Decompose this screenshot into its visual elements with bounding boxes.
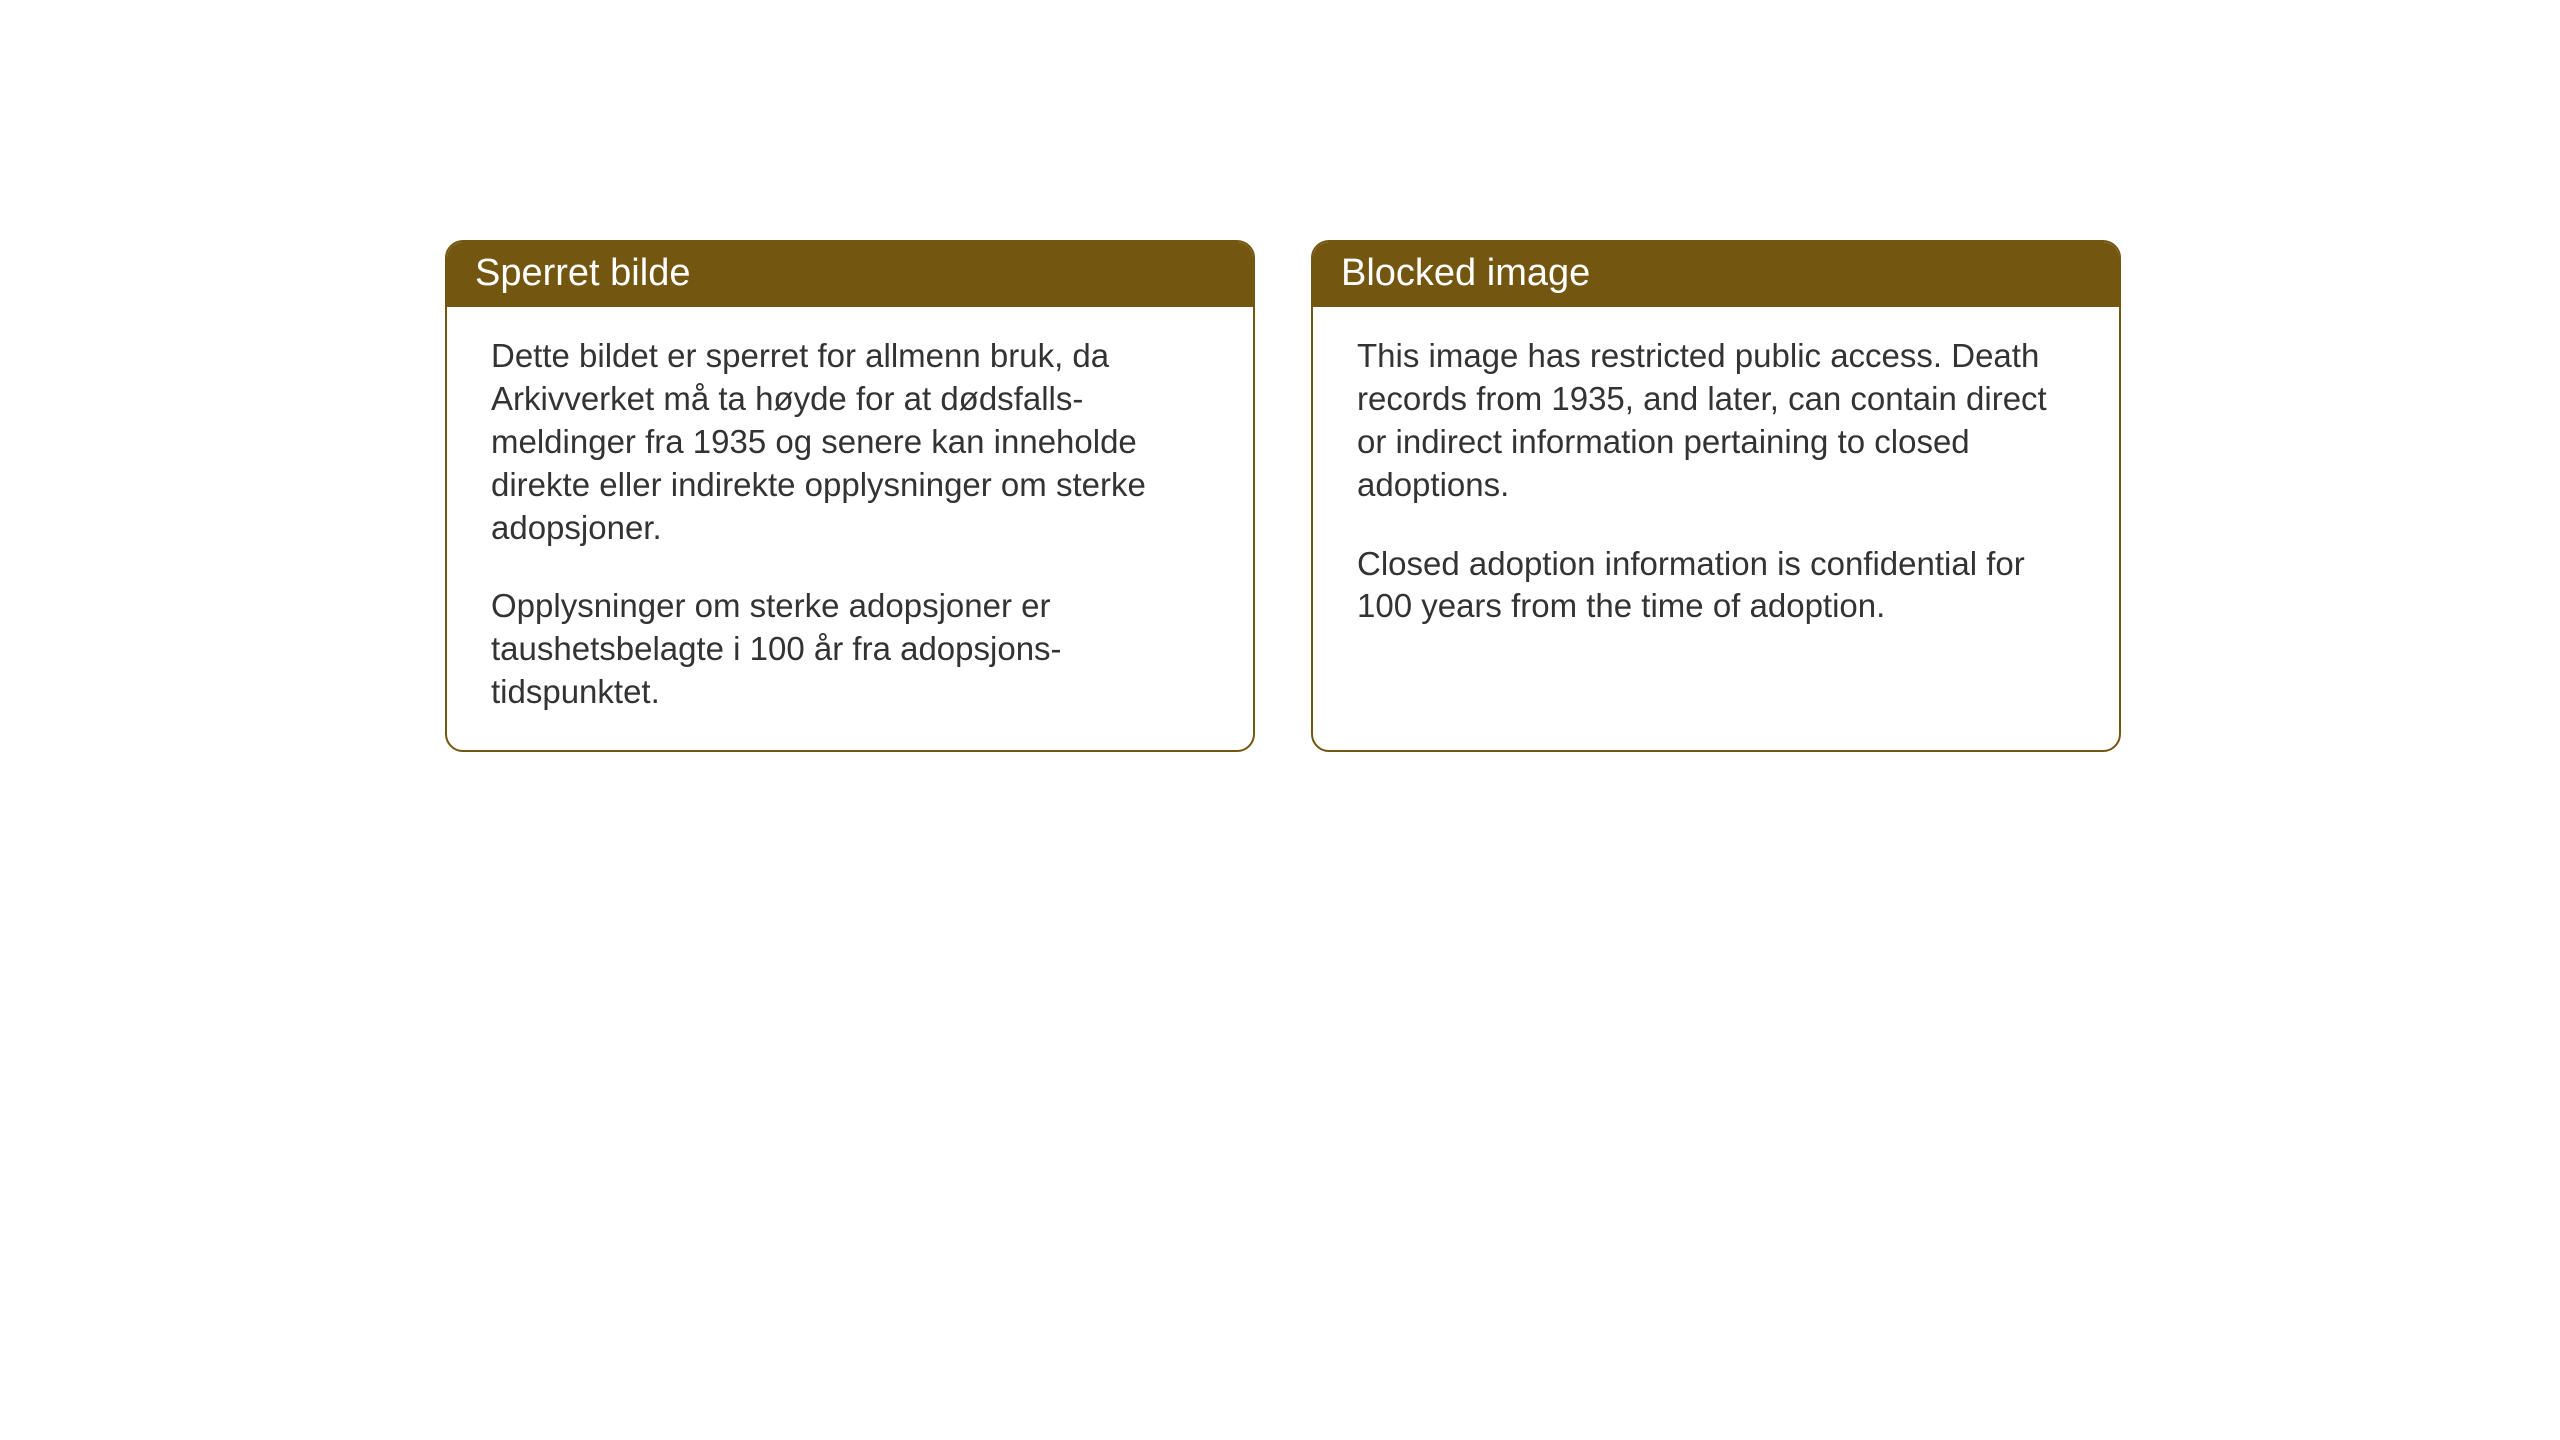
card-title-english: Blocked image bbox=[1341, 252, 1590, 294]
card-paragraph1-norwegian: Dette bildet er sperret for allmenn bruk… bbox=[491, 335, 1209, 549]
card-paragraph2-english: Closed adoption information is confident… bbox=[1357, 543, 2075, 629]
card-body-norwegian: Dette bildet er sperret for allmenn bruk… bbox=[447, 307, 1253, 750]
card-paragraph2-norwegian: Opplysninger om sterke adopsjoner er tau… bbox=[491, 585, 1209, 714]
notice-container: Sperret bilde Dette bildet er sperret fo… bbox=[0, 0, 2560, 752]
card-title-norwegian: Sperret bilde bbox=[475, 252, 690, 294]
card-header-norwegian: Sperret bilde bbox=[447, 242, 1253, 307]
card-paragraph1-english: This image has restricted public access.… bbox=[1357, 335, 2075, 507]
notice-card-norwegian: Sperret bilde Dette bildet er sperret fo… bbox=[445, 240, 1255, 752]
notice-card-english: Blocked image This image has restricted … bbox=[1311, 240, 2121, 752]
card-header-english: Blocked image bbox=[1313, 242, 2119, 307]
card-body-english: This image has restricted public access.… bbox=[1313, 307, 2119, 664]
